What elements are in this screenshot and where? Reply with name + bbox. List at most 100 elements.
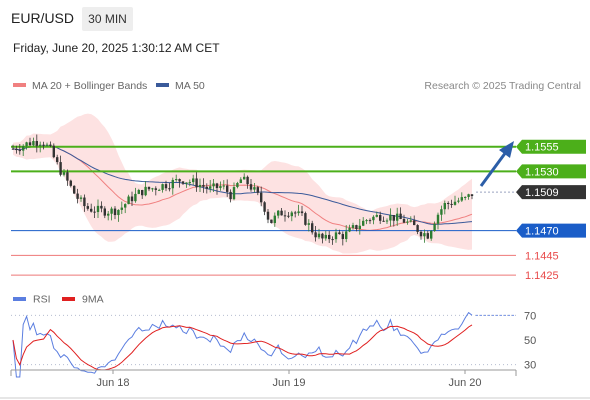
candles [11, 134, 474, 246]
candle [103, 206, 106, 219]
candle [93, 206, 96, 218]
rsi-ma-line [12, 324, 473, 371]
candle [147, 186, 151, 192]
candle [457, 197, 460, 204]
legend-ma50-label: MA 50 [175, 80, 205, 92]
candle [178, 178, 181, 188]
legend-ma50: MA 50 [156, 80, 205, 92]
ma50-swatch [156, 83, 169, 88]
candle [90, 203, 93, 213]
rsi-axis: 70 50 30 [524, 310, 536, 371]
level-tag-support: 1.1445 [525, 250, 559, 262]
candle [117, 209, 120, 222]
candle [158, 188, 161, 191]
candle [49, 141, 52, 148]
candle [209, 179, 212, 193]
candle [256, 185, 259, 196]
rsi-line [12, 311, 473, 378]
candle [161, 183, 164, 193]
candle [219, 181, 222, 191]
candle [188, 179, 191, 187]
candle [321, 232, 324, 244]
candle [175, 174, 178, 182]
rsi-legend-label: RSI [33, 294, 51, 306]
candle [402, 214, 406, 224]
candle [32, 137, 35, 147]
candle [470, 194, 474, 200]
candle [273, 212, 276, 227]
rsi-tick-label: 30 [524, 360, 536, 372]
rsi-legend: RSI 9MA [13, 294, 104, 306]
candle [297, 204, 300, 216]
candle [317, 228, 321, 240]
candle [192, 174, 195, 186]
level-lines [11, 145, 516, 276]
candle [229, 189, 232, 203]
x-tick-jun18: Jun 18 [96, 377, 129, 389]
candle [164, 180, 168, 192]
candle [338, 229, 341, 235]
bollinger-band [13, 113, 472, 254]
copyright-label: Research © 2025 Trading Central [424, 80, 581, 92]
candle [141, 189, 144, 199]
candle [198, 178, 202, 192]
candle [246, 175, 249, 189]
ma20-line [12, 145, 473, 231]
candle [69, 179, 72, 188]
level-label: 1.1470 [525, 226, 559, 238]
candle [83, 194, 86, 212]
candle [45, 142, 49, 147]
candle [151, 187, 154, 192]
candle [283, 210, 287, 222]
candle [15, 145, 18, 154]
candle [464, 196, 467, 201]
candle [239, 177, 242, 184]
candle [130, 191, 134, 206]
candle [379, 211, 382, 224]
candle [362, 217, 365, 227]
symbol-title: EUR/USD [11, 10, 75, 26]
candle [212, 179, 215, 193]
candle [249, 179, 253, 192]
candle [28, 137, 32, 147]
candle [447, 201, 450, 210]
candle [110, 206, 113, 221]
candle [294, 210, 297, 218]
candle [22, 144, 25, 156]
candle [389, 208, 392, 227]
candle [270, 219, 273, 224]
level-tag-pivot: 1.1470 [516, 223, 586, 238]
rsi-tick-label: 70 [524, 310, 536, 322]
ma50-line [12, 145, 473, 225]
candle [127, 194, 130, 205]
candle [202, 178, 205, 193]
rsi-ma-legend-label: 9MA [82, 294, 104, 306]
candle [467, 193, 470, 200]
candle [59, 155, 62, 177]
candle [436, 212, 440, 230]
candle [171, 177, 174, 195]
candle [426, 230, 429, 240]
level-label: 1.1425 [525, 270, 559, 282]
level-label: 1.1445 [525, 250, 559, 262]
candle [86, 203, 89, 211]
candle [96, 199, 100, 218]
candle [181, 181, 185, 185]
candle [368, 218, 372, 224]
ma20-swatch [13, 83, 26, 88]
candle [62, 169, 66, 177]
timeframe-button[interactable]: 30 MIN [82, 7, 133, 31]
candle [287, 212, 290, 219]
candle [372, 215, 375, 225]
level-label: 1.1555 [525, 142, 559, 154]
candle [392, 214, 395, 227]
candle [290, 210, 293, 222]
candle [382, 216, 385, 222]
candle [222, 180, 225, 190]
candle [11, 144, 15, 150]
candle [348, 224, 351, 233]
candle [18, 144, 21, 155]
candle [351, 222, 355, 230]
candle [232, 182, 236, 201]
